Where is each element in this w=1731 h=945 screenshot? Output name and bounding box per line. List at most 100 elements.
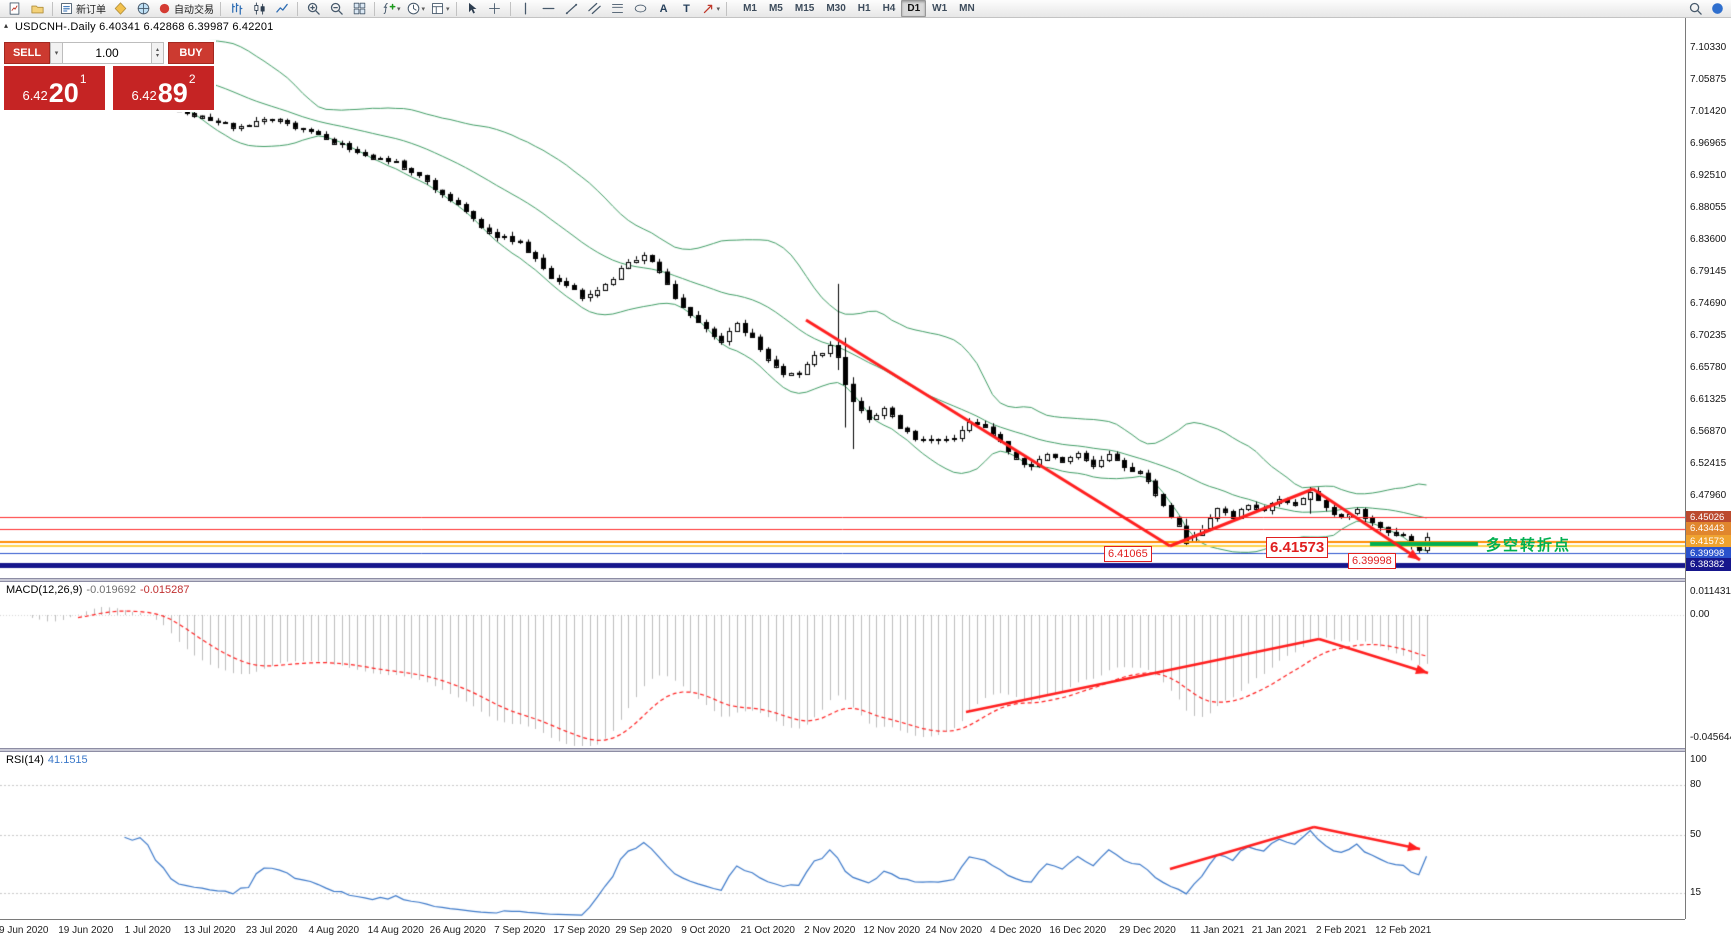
time-axis-label: 4 Aug 2020 <box>308 925 360 936</box>
axis-label: 0.011431 <box>1690 586 1731 597</box>
vertical-line-icon[interactable] <box>515 1 537 17</box>
price-label-pivot[interactable]: 6.41573 <box>1266 537 1329 558</box>
periods-button[interactable]: ▾ <box>404 1 428 17</box>
time-axis-label: 14 Aug 2020 <box>367 925 424 936</box>
line-chart-icon[interactable] <box>271 1 293 17</box>
timeframe-button-W1[interactable]: W1 <box>932 3 948 14</box>
time-axis-label: 7 Sep 2020 <box>494 925 546 936</box>
arrows-icon[interactable]: ▾ <box>699 1 723 17</box>
axis-label: 6.83600 <box>1690 234 1727 245</box>
axis-label: 80 <box>1690 779 1702 790</box>
text-label-icon-glyph: T <box>683 2 690 15</box>
timeframe-button-MN[interactable]: MN <box>959 3 975 14</box>
timeframe-button-M5[interactable]: M5 <box>768 3 783 14</box>
time-axis-label: 29 Dec 2020 <box>1119 925 1176 936</box>
time-axis-label: 21 Jan 2021 <box>1251 925 1307 936</box>
toolbar-right-group <box>1684 1 1728 17</box>
time-axis-label: 1 Jul 2020 <box>124 925 171 936</box>
axis-label: 100 <box>1690 754 1707 765</box>
tile-windows-icon[interactable] <box>348 1 370 17</box>
time-axis-label: 12 Feb 2021 <box>1375 925 1432 936</box>
price-axis[interactable]: 7.10330 7.05875 7.01420 6.96965 6.92510 6.880… <box>1685 18 1731 919</box>
cursor-icon[interactable] <box>461 1 483 17</box>
axis-label: 6.47960 <box>1690 490 1727 501</box>
macd-name: MACD(12,26,9) <box>6 584 83 596</box>
time-axis-label: 11 Jan 2021 <box>1190 925 1245 936</box>
volume-dropdown-icon[interactable]: ▾ <box>50 42 63 64</box>
axis-label: -0.045644 <box>1690 732 1731 743</box>
bar-chart-icon[interactable] <box>225 1 247 17</box>
new-chart-icon[interactable] <box>3 1 25 17</box>
buy-button[interactable]: BUY <box>168 42 214 64</box>
community-icon[interactable] <box>1706 1 1728 17</box>
stepper-down-icon[interactable]: ▾ <box>155 53 159 59</box>
sell-price-box[interactable]: 6.42 20 1 <box>4 66 105 110</box>
buy-price-box[interactable]: 6.42 89 2 <box>113 66 214 110</box>
text-label-icon[interactable]: T <box>676 1 698 17</box>
time-axis-label: 19 Jun 2020 <box>58 925 114 936</box>
toolbar-separator <box>52 1 53 16</box>
timeframe-button-D1[interactable]: D1 <box>901 0 927 17</box>
time-axis[interactable]: 9 Jun 2020 19 Jun 2020 1 Jul 2020 13 Jul 20… <box>0 919 1685 945</box>
axis-label: 6.61325 <box>1690 394 1727 405</box>
profiles-icon[interactable] <box>26 1 48 17</box>
panel-separator[interactable] <box>0 748 1731 752</box>
timeframe-button-H4[interactable]: H4 <box>882 3 896 14</box>
horizontal-line-icon[interactable] <box>538 1 560 17</box>
rsi-indicator-label: RSI(14) 41.1515 <box>6 754 88 766</box>
ask-pips: 89 <box>157 78 188 109</box>
candlestick-chart-icon[interactable] <box>248 1 270 17</box>
time-axis-label: 24 Nov 2020 <box>925 925 983 936</box>
volume-input[interactable] <box>63 42 152 64</box>
zoom-out-icon[interactable] <box>325 1 347 17</box>
price-label-low1[interactable]: 6.41065 <box>1104 546 1152 562</box>
macd-indicator-label: MACD(12,26,9) -0.019692 -0.015287 <box>6 584 190 596</box>
trendline-icon[interactable] <box>561 1 583 17</box>
axis-label: 6.70235 <box>1690 330 1727 341</box>
main-chart-canvas[interactable] <box>0 18 1685 578</box>
timeframe-button-M1[interactable]: M1 <box>743 3 757 14</box>
chevron-down-icon: ▾ <box>446 5 450 13</box>
crosshair-icon[interactable] <box>484 1 506 17</box>
macd-value-2: -0.015287 <box>139 584 190 596</box>
price-tag: 6.39998 <box>1686 546 1731 560</box>
axis-label: 6.88055 <box>1690 202 1727 213</box>
time-axis-label: 21 Oct 2020 <box>740 925 795 936</box>
macd-canvas[interactable] <box>0 582 1685 748</box>
metaeditor-icon[interactable] <box>109 1 131 17</box>
templates-button[interactable]: ▾ <box>428 1 452 17</box>
timeframe-button-H1[interactable]: H1 <box>857 3 871 14</box>
stepper-up-icon[interactable]: ▴ <box>155 47 159 53</box>
axis-label: 15 <box>1690 887 1702 898</box>
fibonacci-icon[interactable] <box>607 1 629 17</box>
volume-stepper[interactable]: ▴ ▾ <box>152 42 164 64</box>
axis-label: 6.79145 <box>1690 266 1727 277</box>
bid-pips: 20 <box>48 78 79 109</box>
timeframe-button-M15[interactable]: M15 <box>794 3 815 14</box>
time-axis-label: 16 Dec 2020 <box>1049 925 1107 936</box>
zoom-in-icon[interactable] <box>302 1 324 17</box>
timeframe-button-M30[interactable]: M30 <box>826 3 846 14</box>
search-icon[interactable] <box>1684 1 1706 17</box>
toolbar-separator <box>220 1 221 16</box>
axis-label: 0.00 <box>1690 609 1710 620</box>
text-icon[interactable]: A <box>653 1 675 17</box>
shapes-icon[interactable] <box>630 1 652 17</box>
turning-point-annotation[interactable]: 多空转折点 <box>1486 537 1572 554</box>
price-label-low2[interactable]: 6.39998 <box>1348 553 1396 569</box>
rsi-canvas[interactable] <box>0 752 1685 918</box>
panel-collapse-icon[interactable]: ▴ <box>4 21 9 30</box>
toolbar-separator <box>509 1 511 16</box>
autotrading-button[interactable]: 自动交易 <box>155 1 216 17</box>
equidistant-channel-icon[interactable] <box>584 1 606 17</box>
time-axis-label: 13 Jul 2020 <box>183 925 236 936</box>
symbol-ohlc-line: USDCNH-.Daily 6.40341 6.42868 6.39987 6.… <box>15 21 274 33</box>
market-icon[interactable] <box>132 1 154 17</box>
new-order-button[interactable]: 新订单 <box>57 1 108 17</box>
panel-separator[interactable] <box>0 578 1731 582</box>
indicators-button[interactable]: ▾ <box>379 1 403 17</box>
text-icon-glyph: A <box>659 2 668 15</box>
axis-label: 7.10330 <box>1690 42 1727 53</box>
sell-button[interactable]: SELL <box>4 42 50 64</box>
